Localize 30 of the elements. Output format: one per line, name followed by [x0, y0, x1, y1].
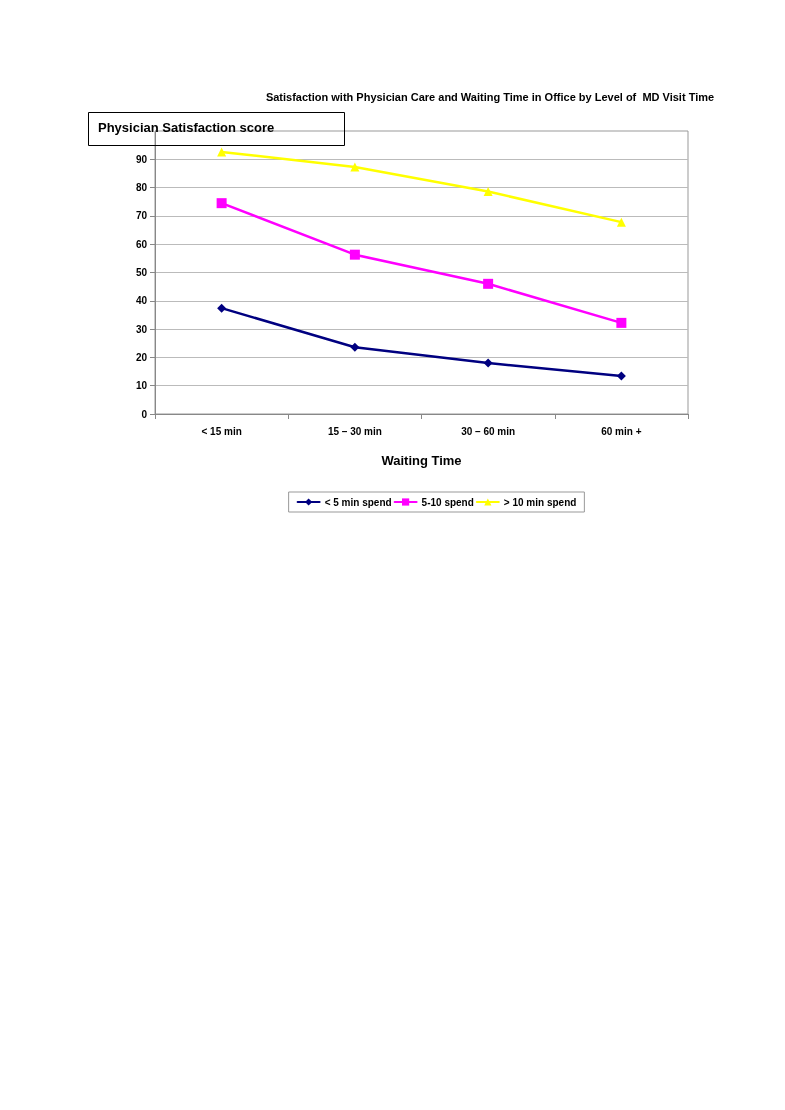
point	[216, 198, 227, 209]
y-tick-label: 90	[135, 153, 148, 165]
legend-label: > 10 min spend	[503, 496, 577, 508]
y-tick-label: 60	[135, 238, 148, 250]
x-tick-label: 30 – 60 min	[461, 425, 516, 437]
point	[616, 371, 626, 381]
x-tick-label: 60 min +	[601, 425, 642, 437]
point	[616, 217, 626, 227]
point	[483, 358, 493, 368]
x-tick-label: 15 – 30 min	[327, 425, 382, 437]
point	[217, 303, 227, 313]
point	[483, 187, 493, 197]
y-tick-label: 50	[135, 267, 148, 278]
point	[350, 342, 360, 352]
legend-label: < 5 min spend	[324, 496, 392, 508]
chart-title: Satisfaction with Physician Care and Waiting Time in Office by Level of MD Visit Time	[265, 90, 715, 103]
y-tick-label: 70	[135, 210, 148, 222]
y-tick-label: 10	[135, 380, 148, 392]
point	[483, 278, 494, 289]
point	[616, 317, 627, 328]
x-tick-label: < 15 min	[201, 425, 242, 437]
legend-label: 5-10 spend	[421, 496, 474, 508]
y-tick-label: 0	[141, 408, 148, 420]
point	[349, 249, 360, 260]
y-tick-label: 40	[135, 295, 148, 307]
y-tick-label: 30	[135, 323, 148, 335]
y-tick-label: 20	[135, 351, 148, 363]
y-tick-label: 80	[135, 182, 148, 194]
x-axis-title: Waiting Time	[381, 453, 462, 468]
y-axis-title: Physician Satisfaction score	[98, 120, 275, 135]
